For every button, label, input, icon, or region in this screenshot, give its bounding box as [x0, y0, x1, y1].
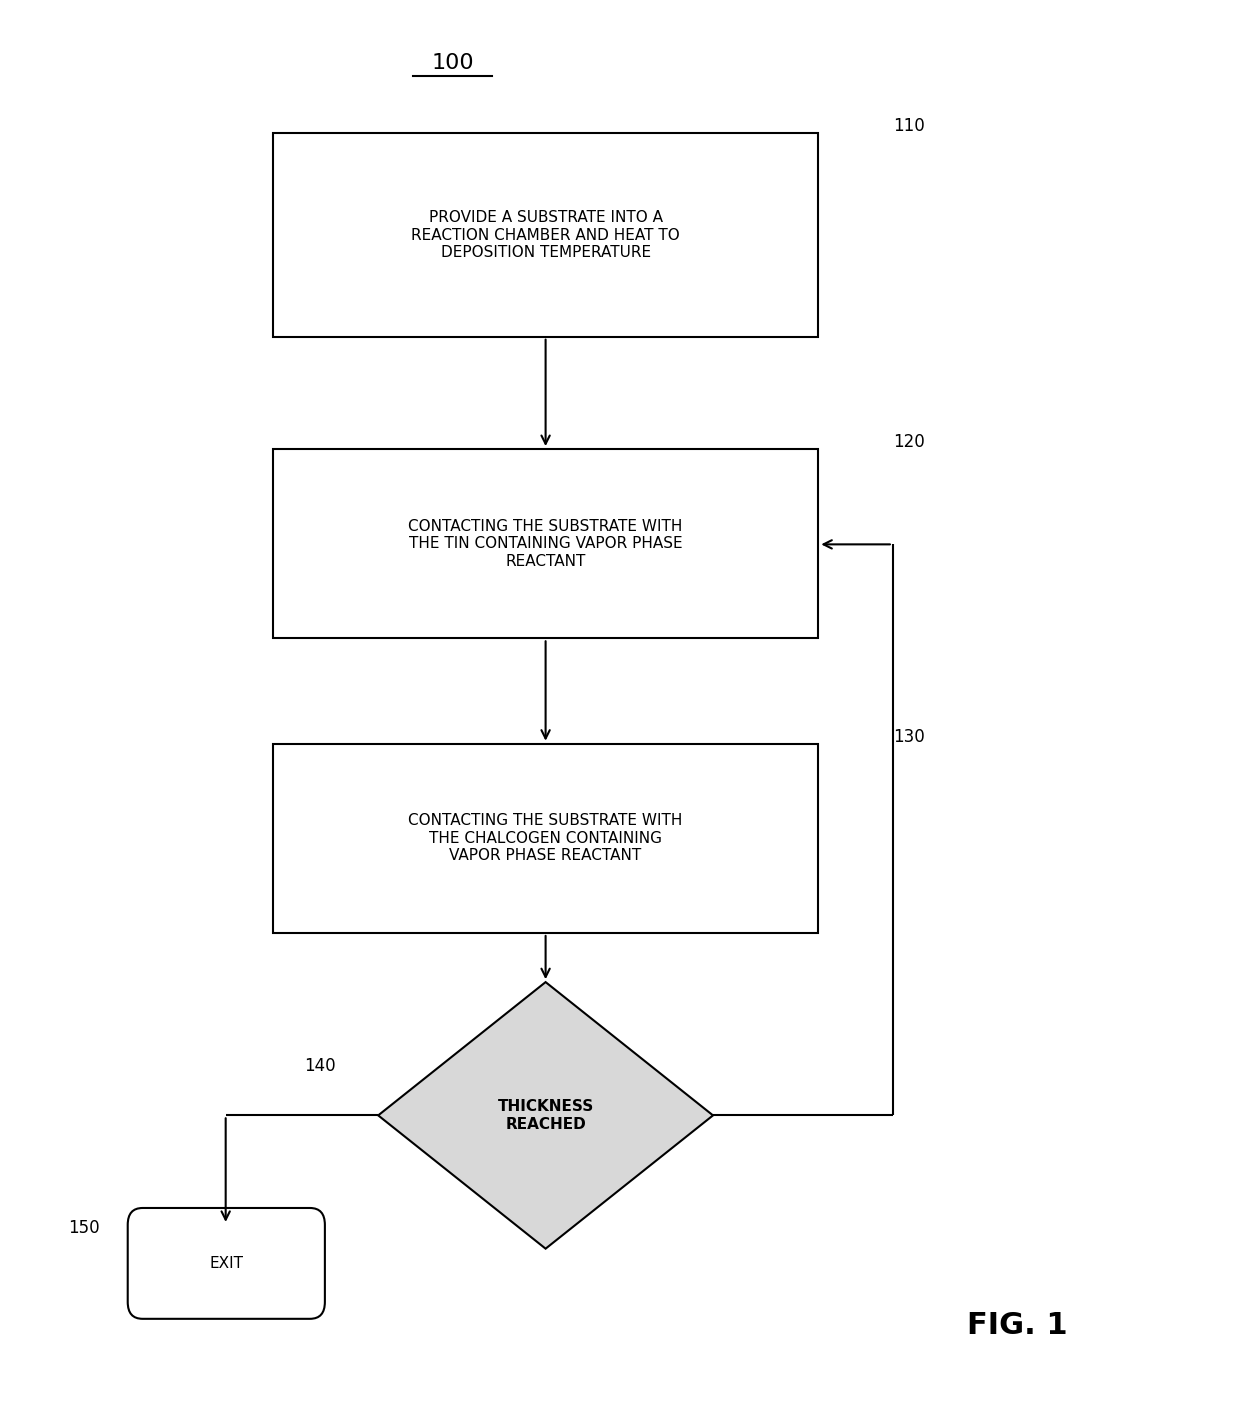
Text: CONTACTING THE SUBSTRATE WITH
THE TIN CONTAINING VAPOR PHASE
REACTANT: CONTACTING THE SUBSTRATE WITH THE TIN CO… [408, 519, 683, 568]
Text: PROVIDE A SUBSTRATE INTO A
REACTION CHAMBER AND HEAT TO
DEPOSITION TEMPERATURE: PROVIDE A SUBSTRATE INTO A REACTION CHAM… [412, 210, 680, 260]
Text: 150: 150 [68, 1219, 100, 1236]
FancyBboxPatch shape [128, 1208, 325, 1319]
Polygon shape [378, 982, 713, 1249]
Text: 120: 120 [893, 434, 925, 450]
Text: 110: 110 [893, 118, 925, 135]
Text: 130: 130 [893, 728, 925, 745]
Text: EXIT: EXIT [210, 1256, 243, 1271]
Text: 140: 140 [304, 1058, 336, 1075]
Text: FIG. 1: FIG. 1 [967, 1312, 1068, 1340]
Text: 100: 100 [432, 53, 474, 73]
Text: THICKNESS
REACHED: THICKNESS REACHED [497, 1099, 594, 1132]
Text: CONTACTING THE SUBSTRATE WITH
THE CHALCOGEN CONTAINING
VAPOR PHASE REACTANT: CONTACTING THE SUBSTRATE WITH THE CHALCO… [408, 814, 683, 863]
FancyBboxPatch shape [273, 449, 818, 638]
FancyBboxPatch shape [273, 744, 818, 933]
FancyBboxPatch shape [273, 133, 818, 337]
